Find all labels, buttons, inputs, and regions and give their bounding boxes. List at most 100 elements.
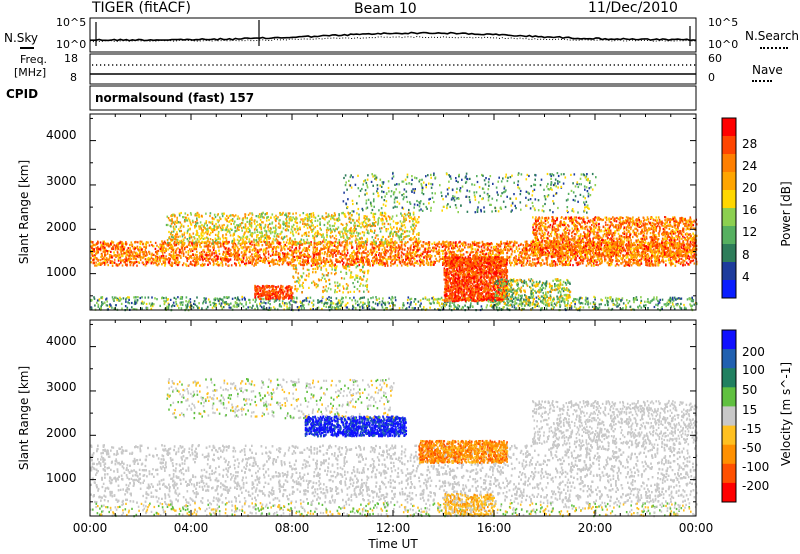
power-pixel (683, 303, 685, 307)
power-pixel (295, 244, 298, 247)
power-pixel (142, 263, 145, 266)
power-pixel (211, 253, 213, 257)
power-pixel (456, 250, 459, 253)
power-pixel (522, 256, 525, 259)
power-pixel (177, 254, 179, 257)
power-pixel (514, 250, 516, 253)
power-pixel (618, 259, 620, 263)
power-pixel (542, 259, 544, 262)
power-pixel (488, 242, 491, 246)
power-pixel (305, 247, 308, 250)
power-pixel (561, 260, 564, 263)
power-pixel (255, 263, 257, 266)
power-pixel (462, 242, 464, 245)
power-pixel (205, 251, 208, 254)
power-pixel (490, 246, 493, 249)
power-pixel (506, 240, 508, 243)
power-pixel (372, 251, 374, 254)
power-pixel (567, 263, 570, 266)
power-pixel (168, 259, 171, 262)
power-pixel (180, 252, 183, 255)
power-pixel (397, 244, 400, 247)
power-pixel (91, 254, 94, 257)
power-pixel (312, 257, 314, 261)
power-pixel (195, 247, 198, 251)
power-pixel (577, 263, 580, 266)
power-pixel (254, 255, 257, 258)
power-pixel (476, 253, 478, 257)
power-pixel (389, 253, 392, 256)
power-pixel (523, 259, 525, 262)
power-pixel (101, 252, 103, 256)
power-pixel (508, 249, 510, 252)
power-pixel (494, 245, 497, 248)
power-pixel (143, 245, 145, 248)
power-pixel (178, 251, 181, 254)
power-pixel (194, 253, 197, 256)
power-pixel (291, 250, 293, 253)
power-pixel (427, 254, 430, 257)
power-pixel (478, 246, 481, 249)
power-pixel (118, 256, 121, 259)
power-pixel (209, 254, 211, 257)
power-pixel (212, 249, 215, 252)
power-pixel (369, 243, 372, 246)
power-pixel (329, 255, 332, 258)
power-pixel (292, 240, 295, 244)
power-pixel (312, 251, 314, 254)
power-pixel (528, 262, 531, 265)
power-pixel (313, 241, 316, 244)
power-pixel (486, 248, 489, 252)
power-pixel (118, 245, 120, 248)
power-pixel (290, 299, 292, 302)
power-pixel (468, 246, 471, 249)
power-pixel (179, 255, 182, 258)
power-pixel (99, 259, 102, 262)
power-pixel (509, 248, 512, 251)
power-pixel (324, 262, 327, 265)
power-pixel (152, 245, 155, 248)
power-pixel (398, 258, 401, 261)
power-pixel (517, 250, 519, 253)
power-pixel (598, 250, 601, 253)
power-pixel (367, 250, 369, 253)
power-pixel (175, 250, 177, 253)
power-pixel (639, 255, 641, 258)
power-pixel (395, 246, 397, 249)
power-pixel (522, 261, 525, 264)
power-pixel (127, 247, 130, 250)
power-pixel (474, 248, 476, 251)
power-pixel (409, 250, 411, 253)
power-pixel (487, 252, 490, 255)
power-pixel (241, 247, 244, 250)
power-pixel (648, 245, 651, 248)
power-pixel (371, 246, 374, 249)
power-pixel (495, 249, 498, 252)
power-pixel (188, 243, 190, 246)
power-pixel (593, 259, 596, 262)
power-pixel (167, 248, 169, 251)
power-pixel (323, 253, 326, 256)
power-pixel (352, 257, 354, 260)
power-pixel (153, 253, 155, 256)
power-pixel (285, 256, 287, 259)
power-pixel (512, 259, 515, 262)
power-pixel (380, 244, 383, 247)
power-pixel (592, 262, 595, 265)
power-pixel (538, 262, 541, 265)
power-pixel (391, 259, 393, 262)
power-pixel (419, 240, 422, 243)
power-pixel (376, 250, 378, 253)
power-pixel (547, 252, 549, 255)
power-pixel (305, 255, 308, 258)
power-pixel (588, 252, 591, 255)
power-pixel (690, 259, 692, 263)
power-pixel (323, 260, 326, 263)
power-pixel (611, 259, 614, 262)
power-pixel (102, 247, 104, 250)
power-pixel (483, 249, 485, 252)
power-pixel (595, 263, 597, 266)
power-pixel (537, 257, 540, 260)
power-pixel (480, 248, 483, 251)
power-pixel (609, 263, 612, 267)
